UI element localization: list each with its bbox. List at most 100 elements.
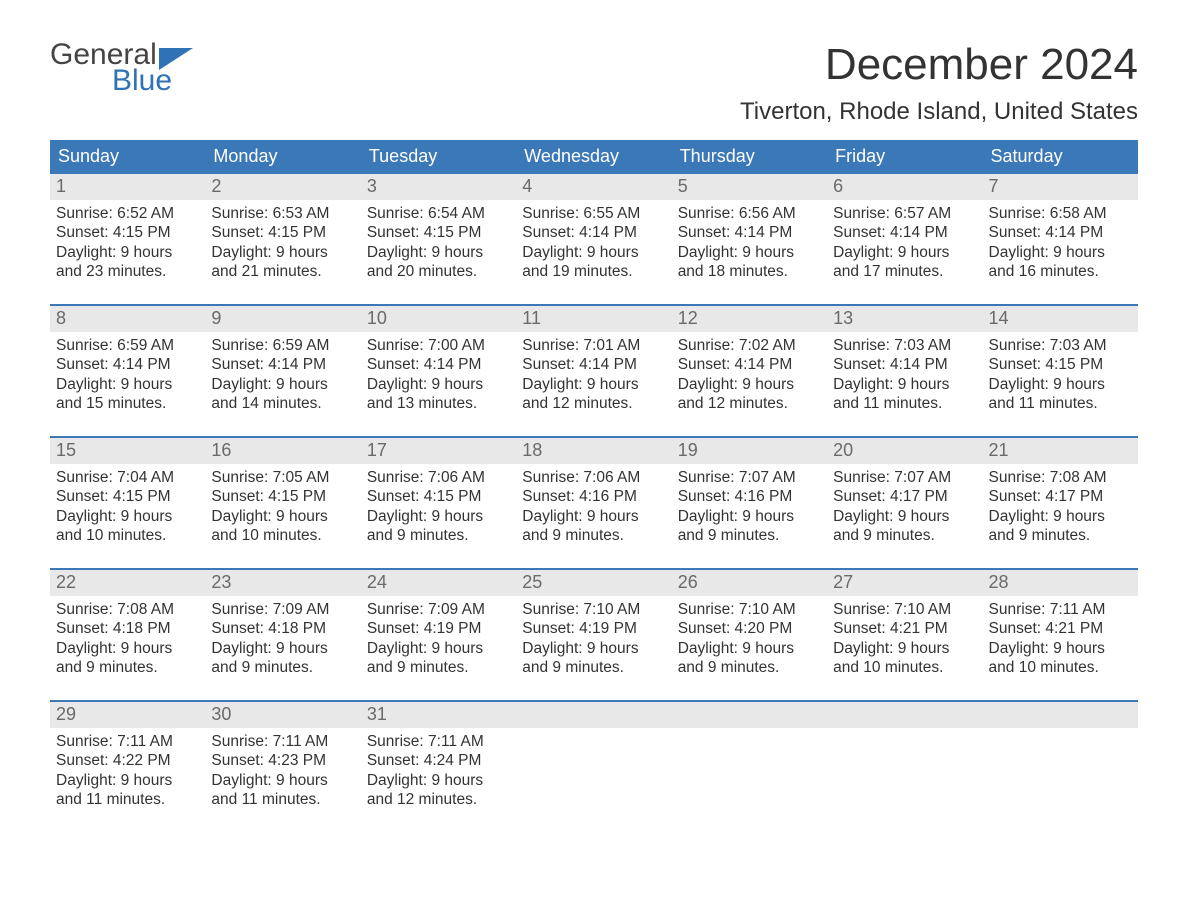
calendar-day: 27Sunrise: 7:10 AMSunset: 4:21 PMDayligh…	[827, 570, 982, 700]
sunrise-line: Sunrise: 7:07 AM	[678, 468, 821, 487]
day-number: 20	[827, 438, 982, 464]
sunrise-line: Sunrise: 7:11 AM	[367, 732, 510, 751]
sunrise-line: Sunrise: 7:02 AM	[678, 336, 821, 355]
calendar-day: 16Sunrise: 7:05 AMSunset: 4:15 PMDayligh…	[205, 438, 360, 568]
sunset-line: Sunset: 4:14 PM	[211, 355, 354, 374]
calendar-day: 6Sunrise: 6:57 AMSunset: 4:14 PMDaylight…	[827, 174, 982, 304]
sunrise-line: Sunrise: 6:56 AM	[678, 204, 821, 223]
sunset-line: Sunset: 4:14 PM	[522, 355, 665, 374]
day-number: 15	[50, 438, 205, 464]
daylight-line-2: and 11 minutes.	[211, 790, 354, 809]
day-number: 21	[983, 438, 1138, 464]
daylight-line-1: Daylight: 9 hours	[211, 771, 354, 790]
day-content: Sunrise: 7:03 AMSunset: 4:15 PMDaylight:…	[983, 332, 1138, 418]
daylight-line-2: and 19 minutes.	[522, 262, 665, 281]
sunset-line: Sunset: 4:23 PM	[211, 751, 354, 770]
daylight-line-1: Daylight: 9 hours	[367, 375, 510, 394]
daylight-line-2: and 18 minutes.	[678, 262, 821, 281]
sunset-line: Sunset: 4:14 PM	[833, 223, 976, 242]
daylight-line-1: Daylight: 9 hours	[56, 375, 199, 394]
day-number: 9	[205, 306, 360, 332]
sunrise-line: Sunrise: 6:59 AM	[56, 336, 199, 355]
calendar-day: 25Sunrise: 7:10 AMSunset: 4:19 PMDayligh…	[516, 570, 671, 700]
day-content: Sunrise: 6:54 AMSunset: 4:15 PMDaylight:…	[361, 200, 516, 286]
daylight-line-2: and 9 minutes.	[367, 658, 510, 677]
daylight-line-2: and 20 minutes.	[367, 262, 510, 281]
sunset-line: Sunset: 4:15 PM	[56, 487, 199, 506]
sunrise-line: Sunrise: 7:01 AM	[522, 336, 665, 355]
sunset-line: Sunset: 4:18 PM	[56, 619, 199, 638]
sunrise-line: Sunrise: 7:09 AM	[211, 600, 354, 619]
daylight-line-1: Daylight: 9 hours	[211, 243, 354, 262]
day-number: 23	[205, 570, 360, 596]
sunset-line: Sunset: 4:16 PM	[678, 487, 821, 506]
daylight-line-2: and 13 minutes.	[367, 394, 510, 413]
day-number: 1	[50, 174, 205, 200]
calendar-day: 21Sunrise: 7:08 AMSunset: 4:17 PMDayligh…	[983, 438, 1138, 568]
daylight-line-2: and 9 minutes.	[522, 526, 665, 545]
sunrise-line: Sunrise: 7:03 AM	[989, 336, 1132, 355]
sunrise-line: Sunrise: 7:06 AM	[367, 468, 510, 487]
sunset-line: Sunset: 4:21 PM	[989, 619, 1132, 638]
calendar-header-cell: Saturday	[983, 140, 1138, 174]
day-content: Sunrise: 7:02 AMSunset: 4:14 PMDaylight:…	[672, 332, 827, 418]
day-number: 14	[983, 306, 1138, 332]
daylight-line-2: and 10 minutes.	[211, 526, 354, 545]
sunset-line: Sunset: 4:14 PM	[833, 355, 976, 374]
day-content: Sunrise: 7:11 AMSunset: 4:23 PMDaylight:…	[205, 728, 360, 814]
day-number: 31	[361, 702, 516, 728]
calendar-day: 22Sunrise: 7:08 AMSunset: 4:18 PMDayligh…	[50, 570, 205, 700]
day-content: Sunrise: 6:59 AMSunset: 4:14 PMDaylight:…	[50, 332, 205, 418]
day-content: Sunrise: 6:59 AMSunset: 4:14 PMDaylight:…	[205, 332, 360, 418]
calendar-week: 15Sunrise: 7:04 AMSunset: 4:15 PMDayligh…	[50, 436, 1138, 568]
sunrise-line: Sunrise: 6:55 AM	[522, 204, 665, 223]
sunset-line: Sunset: 4:22 PM	[56, 751, 199, 770]
day-content: Sunrise: 6:55 AMSunset: 4:14 PMDaylight:…	[516, 200, 671, 286]
page: General Blue December 2024 Tiverton, Rho…	[0, 0, 1188, 872]
day-number: 26	[672, 570, 827, 596]
sunrise-line: Sunrise: 7:00 AM	[367, 336, 510, 355]
day-content: Sunrise: 7:06 AMSunset: 4:16 PMDaylight:…	[516, 464, 671, 550]
day-number-empty	[516, 702, 671, 728]
sunrise-line: Sunrise: 7:07 AM	[833, 468, 976, 487]
daylight-line-1: Daylight: 9 hours	[56, 771, 199, 790]
day-content: Sunrise: 7:08 AMSunset: 4:17 PMDaylight:…	[983, 464, 1138, 550]
calendar-header-cell: Tuesday	[361, 140, 516, 174]
sunrise-line: Sunrise: 7:11 AM	[56, 732, 199, 751]
sunset-line: Sunset: 4:15 PM	[56, 223, 199, 242]
daylight-line-2: and 9 minutes.	[989, 526, 1132, 545]
daylight-line-2: and 9 minutes.	[522, 658, 665, 677]
sunset-line: Sunset: 4:15 PM	[367, 223, 510, 242]
top-row: General Blue December 2024 Tiverton, Rho…	[50, 40, 1138, 126]
day-number: 10	[361, 306, 516, 332]
calendar-day: 4Sunrise: 6:55 AMSunset: 4:14 PMDaylight…	[516, 174, 671, 304]
calendar-week: 22Sunrise: 7:08 AMSunset: 4:18 PMDayligh…	[50, 568, 1138, 700]
calendar-day: 2Sunrise: 6:53 AMSunset: 4:15 PMDaylight…	[205, 174, 360, 304]
sunset-line: Sunset: 4:20 PM	[678, 619, 821, 638]
daylight-line-1: Daylight: 9 hours	[367, 243, 510, 262]
daylight-line-2: and 11 minutes.	[56, 790, 199, 809]
sunset-line: Sunset: 4:17 PM	[833, 487, 976, 506]
day-number: 16	[205, 438, 360, 464]
day-number: 7	[983, 174, 1138, 200]
sunset-line: Sunset: 4:14 PM	[367, 355, 510, 374]
daylight-line-1: Daylight: 9 hours	[989, 243, 1132, 262]
daylight-line-2: and 17 minutes.	[833, 262, 976, 281]
sunrise-line: Sunrise: 7:10 AM	[833, 600, 976, 619]
sunrise-line: Sunrise: 6:58 AM	[989, 204, 1132, 223]
day-content: Sunrise: 7:11 AMSunset: 4:24 PMDaylight:…	[361, 728, 516, 814]
sunrise-line: Sunrise: 7:08 AM	[56, 600, 199, 619]
sunset-line: Sunset: 4:14 PM	[678, 355, 821, 374]
day-number: 19	[672, 438, 827, 464]
daylight-line-1: Daylight: 9 hours	[678, 243, 821, 262]
calendar-day: 10 Sunrise: 7:00 AMSunset: 4:14 PMDayligh…	[361, 306, 516, 436]
daylight-line-1: Daylight: 9 hours	[678, 507, 821, 526]
sunrise-line: Sunrise: 7:11 AM	[989, 600, 1132, 619]
calendar-header-cell: Friday	[827, 140, 982, 174]
daylight-line-1: Daylight: 9 hours	[989, 639, 1132, 658]
daylight-line-1: Daylight: 9 hours	[367, 771, 510, 790]
day-number: 8	[50, 306, 205, 332]
calendar-day: 13Sunrise: 7:03 AMSunset: 4:14 PMDayligh…	[827, 306, 982, 436]
day-content: Sunrise: 7:11 AMSunset: 4:21 PMDaylight:…	[983, 596, 1138, 682]
page-subtitle: Tiverton, Rhode Island, United States	[740, 98, 1138, 126]
